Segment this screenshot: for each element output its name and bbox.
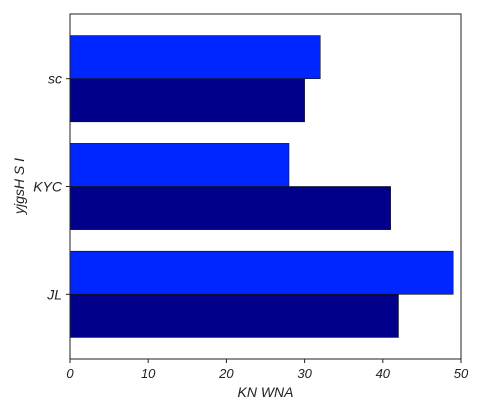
bar-sc-series-2 — [69, 35, 321, 79]
bars-layer — [69, 35, 454, 338]
x-axis-label: KN WNA — [238, 384, 294, 400]
x-tick-label: 10 — [141, 366, 156, 381]
bar-jl-series-1 — [69, 294, 399, 338]
y-tick-label-kyc: KYC — [33, 179, 63, 195]
y-tick-label-sc: sc — [48, 71, 62, 87]
x-tick-label: 30 — [297, 366, 312, 381]
x-tick-label: 40 — [376, 366, 391, 381]
bar-sc-series-1 — [69, 78, 305, 123]
y-tick-label-jl: JL — [46, 286, 62, 302]
x-axis-ticks: 0 10 20 30 40 50 — [66, 359, 469, 381]
bar-kyc-series-2 — [69, 143, 290, 187]
x-tick-label: 50 — [454, 366, 469, 381]
x-tick-label: 0 — [66, 366, 74, 381]
bar-jl-series-2 — [69, 250, 454, 295]
bar-kyc-series-1 — [69, 186, 391, 230]
x-tick-label: 20 — [218, 366, 234, 381]
y-axis-label: yjgsH S I — [11, 158, 27, 215]
y-axis-ticks: JL KYC sc — [33, 71, 70, 302]
